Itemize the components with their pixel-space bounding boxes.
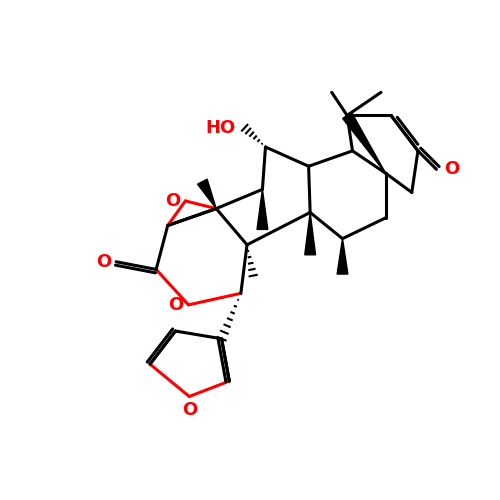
Text: HO: HO bbox=[205, 119, 235, 137]
Text: O: O bbox=[168, 296, 184, 314]
Polygon shape bbox=[337, 238, 348, 274]
Text: O: O bbox=[96, 252, 112, 270]
Polygon shape bbox=[257, 190, 268, 230]
Polygon shape bbox=[198, 179, 216, 208]
Polygon shape bbox=[342, 112, 386, 173]
Polygon shape bbox=[305, 212, 316, 255]
Text: O: O bbox=[182, 402, 197, 419]
Text: O: O bbox=[166, 192, 180, 210]
Text: O: O bbox=[444, 160, 460, 178]
